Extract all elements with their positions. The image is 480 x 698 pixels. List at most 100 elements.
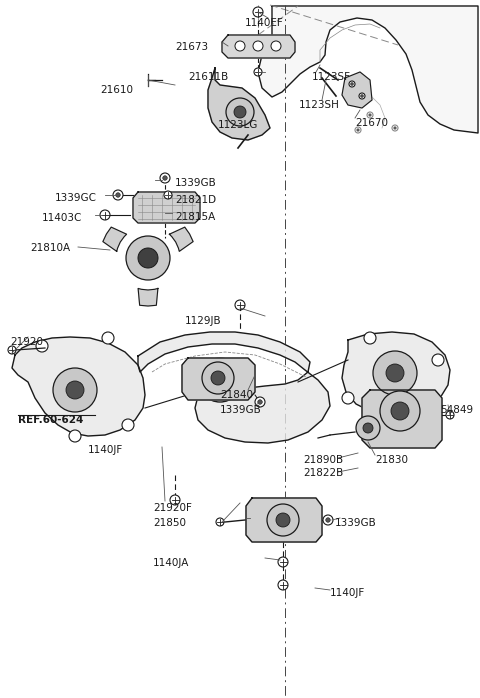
- Polygon shape: [103, 227, 127, 251]
- Circle shape: [359, 93, 365, 99]
- Circle shape: [367, 112, 373, 118]
- Text: 21673: 21673: [175, 42, 208, 52]
- Circle shape: [391, 402, 409, 420]
- Circle shape: [323, 515, 333, 525]
- Circle shape: [258, 400, 262, 404]
- Circle shape: [351, 82, 353, 85]
- Text: 21611B: 21611B: [188, 72, 228, 82]
- Text: 1140JA: 1140JA: [153, 558, 190, 568]
- Circle shape: [278, 580, 288, 590]
- Circle shape: [100, 210, 110, 220]
- Circle shape: [122, 419, 134, 431]
- Circle shape: [53, 368, 97, 412]
- Circle shape: [234, 106, 246, 118]
- Text: 1140JF: 1140JF: [88, 445, 123, 455]
- Circle shape: [389, 408, 401, 420]
- Text: 21810A: 21810A: [30, 243, 70, 253]
- Circle shape: [363, 423, 373, 433]
- Circle shape: [271, 41, 281, 51]
- Circle shape: [386, 364, 404, 382]
- Circle shape: [164, 191, 172, 199]
- Circle shape: [211, 371, 225, 385]
- Circle shape: [253, 41, 263, 51]
- Circle shape: [254, 68, 262, 76]
- Circle shape: [235, 41, 245, 51]
- Circle shape: [8, 346, 16, 354]
- Circle shape: [36, 340, 48, 352]
- Text: 21670: 21670: [355, 118, 388, 128]
- Text: 21830: 21830: [375, 455, 408, 465]
- Text: 1339GB: 1339GB: [175, 178, 217, 188]
- Circle shape: [380, 391, 420, 431]
- Text: 1129JB: 1129JB: [185, 316, 222, 326]
- Circle shape: [356, 416, 380, 440]
- Circle shape: [267, 504, 299, 536]
- Circle shape: [160, 173, 170, 183]
- Text: 21890B: 21890B: [303, 455, 343, 465]
- Circle shape: [202, 362, 234, 394]
- Polygon shape: [342, 332, 450, 415]
- Circle shape: [360, 95, 363, 97]
- Text: 1140EF: 1140EF: [245, 18, 284, 28]
- Circle shape: [364, 332, 376, 344]
- Circle shape: [357, 128, 360, 131]
- Circle shape: [138, 248, 158, 268]
- Circle shape: [102, 332, 114, 344]
- Polygon shape: [138, 332, 330, 443]
- Text: 21840: 21840: [220, 390, 253, 400]
- Text: 54849: 54849: [440, 405, 473, 415]
- Text: 21920: 21920: [10, 337, 43, 347]
- Text: 21920F: 21920F: [153, 503, 192, 513]
- Polygon shape: [138, 288, 158, 306]
- Circle shape: [349, 81, 355, 87]
- Text: 1123SH: 1123SH: [299, 100, 340, 110]
- Text: 11403C: 11403C: [42, 213, 83, 223]
- Circle shape: [170, 495, 180, 505]
- Circle shape: [342, 392, 354, 404]
- Circle shape: [116, 193, 120, 198]
- Circle shape: [326, 518, 330, 522]
- Circle shape: [226, 98, 254, 126]
- Circle shape: [373, 351, 417, 395]
- Text: 21821D: 21821D: [175, 195, 216, 205]
- Circle shape: [253, 7, 263, 17]
- Polygon shape: [222, 35, 295, 58]
- Polygon shape: [182, 358, 255, 400]
- Text: 21610: 21610: [100, 85, 133, 95]
- Circle shape: [355, 127, 361, 133]
- Text: 21815A: 21815A: [175, 212, 215, 222]
- Circle shape: [126, 236, 170, 280]
- Circle shape: [113, 190, 123, 200]
- Text: 1123SF: 1123SF: [312, 72, 351, 82]
- Circle shape: [276, 513, 290, 527]
- Circle shape: [255, 397, 265, 407]
- Circle shape: [198, 358, 242, 402]
- Polygon shape: [12, 337, 145, 436]
- Text: 1339GB: 1339GB: [335, 518, 377, 528]
- Circle shape: [369, 114, 372, 117]
- Text: 1140JF: 1140JF: [330, 588, 365, 598]
- Text: 21850: 21850: [153, 518, 186, 528]
- Text: 21822B: 21822B: [303, 468, 343, 478]
- Circle shape: [446, 411, 454, 419]
- Circle shape: [69, 430, 81, 442]
- Circle shape: [278, 557, 288, 567]
- Polygon shape: [208, 68, 270, 140]
- Circle shape: [432, 354, 444, 366]
- Polygon shape: [342, 72, 372, 108]
- Circle shape: [394, 126, 396, 129]
- Polygon shape: [133, 192, 200, 223]
- Circle shape: [163, 176, 167, 180]
- Circle shape: [235, 300, 245, 310]
- Text: 1339GB: 1339GB: [220, 405, 262, 415]
- Polygon shape: [169, 227, 193, 251]
- Circle shape: [216, 518, 224, 526]
- Polygon shape: [246, 498, 322, 542]
- Circle shape: [392, 125, 398, 131]
- Text: REF.60-624: REF.60-624: [18, 415, 84, 425]
- Text: 1339GC: 1339GC: [55, 193, 97, 203]
- Text: 1123LG: 1123LG: [218, 120, 258, 130]
- Circle shape: [66, 381, 84, 399]
- Polygon shape: [362, 390, 442, 448]
- Polygon shape: [258, 6, 478, 133]
